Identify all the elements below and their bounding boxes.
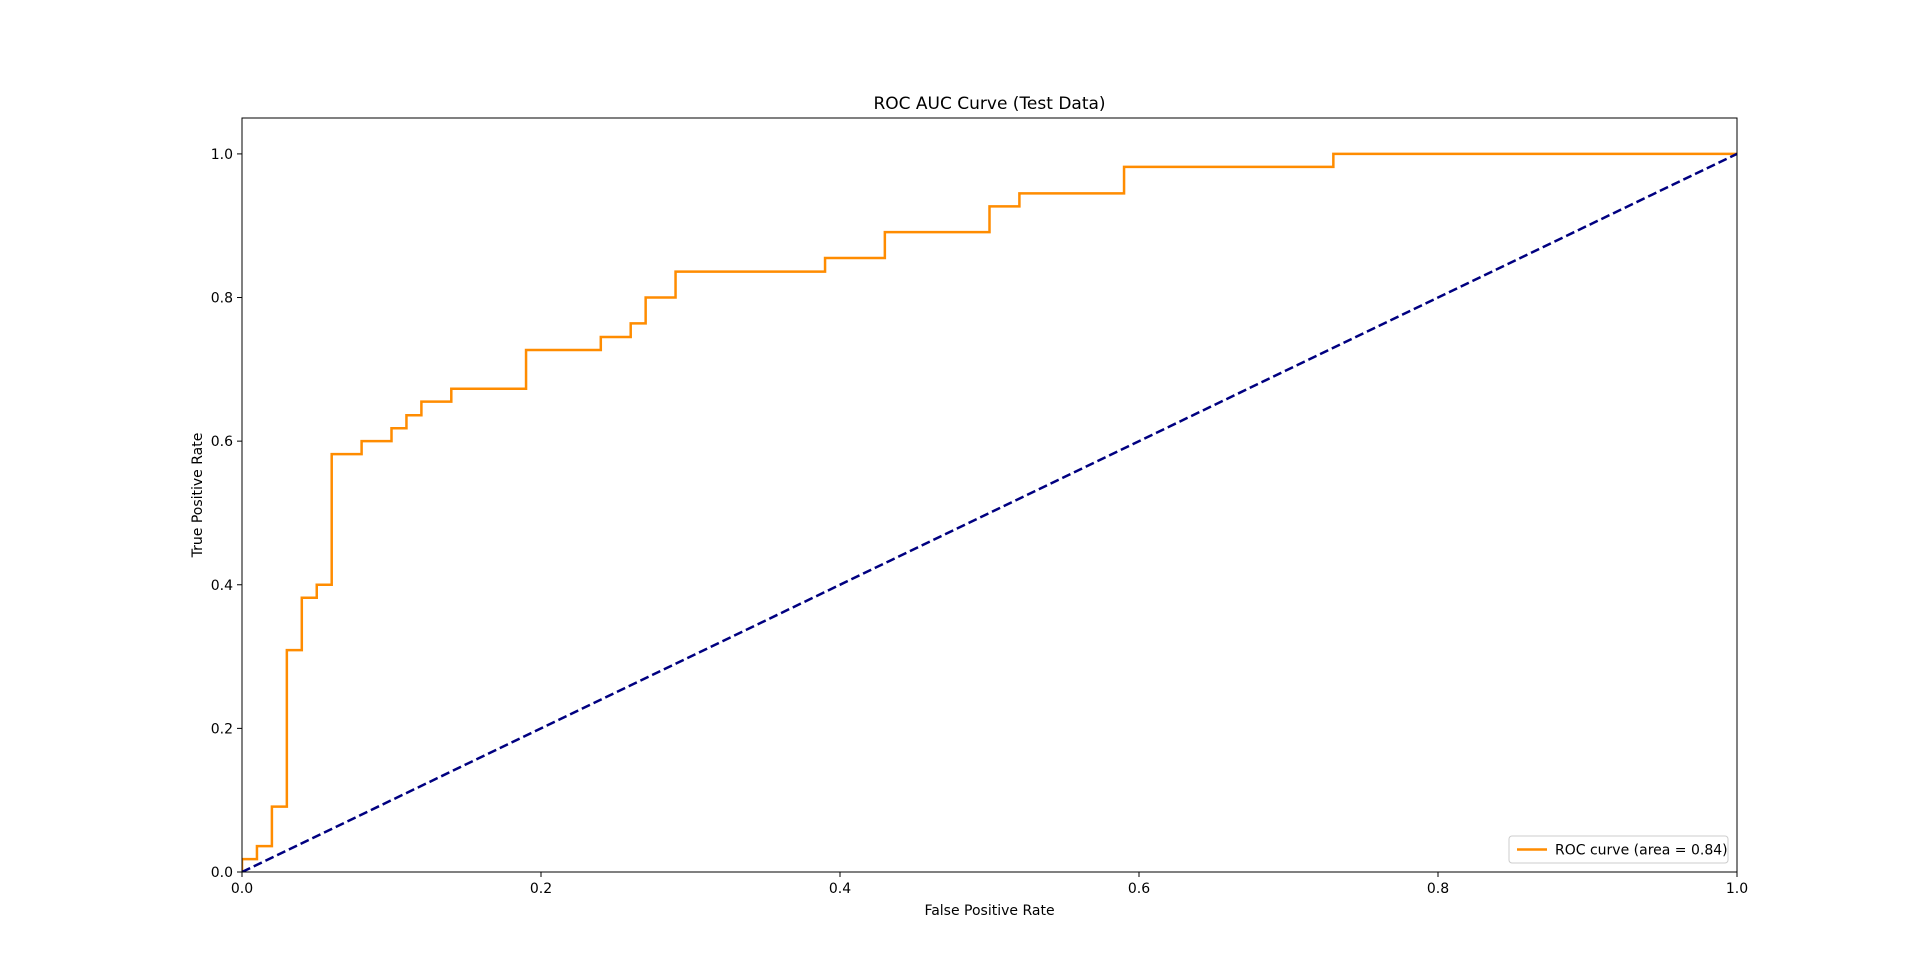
- x-tick-label: 0.0: [231, 881, 253, 897]
- x-axis-label: False Positive Rate: [924, 903, 1054, 919]
- diagonal-reference-line: [242, 152, 1737, 872]
- chart-title: ROC AUC Curve (Test Data): [873, 94, 1105, 114]
- y-tick-label: 1.0: [211, 147, 233, 163]
- x-tick-label: 0.8: [1427, 881, 1449, 897]
- x-tick-label: 0.2: [530, 881, 552, 897]
- y-tick-label: 0.6: [211, 434, 233, 450]
- plot-area: [242, 152, 1737, 872]
- y-tick-label: 0.4: [211, 578, 233, 594]
- legend: ROC curve (area = 0.84): [1508, 835, 1729, 864]
- axes-frame: [241, 117, 1738, 873]
- y-tick-label: 0.0: [211, 865, 233, 881]
- x-tick-label: 1.0: [1726, 881, 1748, 897]
- x-tick-label: 0.4: [829, 881, 851, 897]
- x-tick-label: 0.6: [1128, 881, 1150, 897]
- legend-entry-roc-curve: ROC curve (area = 0.84): [1555, 843, 1728, 859]
- y-tick-label: 0.8: [211, 291, 233, 307]
- roc-curve-line: [242, 152, 1737, 872]
- y-tick-label: 0.2: [211, 721, 233, 737]
- y-axis-label: True Positive Rate: [190, 433, 206, 559]
- legend-box: [1508, 835, 1729, 864]
- axes: 0.0 0.2 0.4 0.6 0.8 1.0 0.0 0.2 0.4 0.6 0.8 1.0: [211, 117, 1748, 897]
